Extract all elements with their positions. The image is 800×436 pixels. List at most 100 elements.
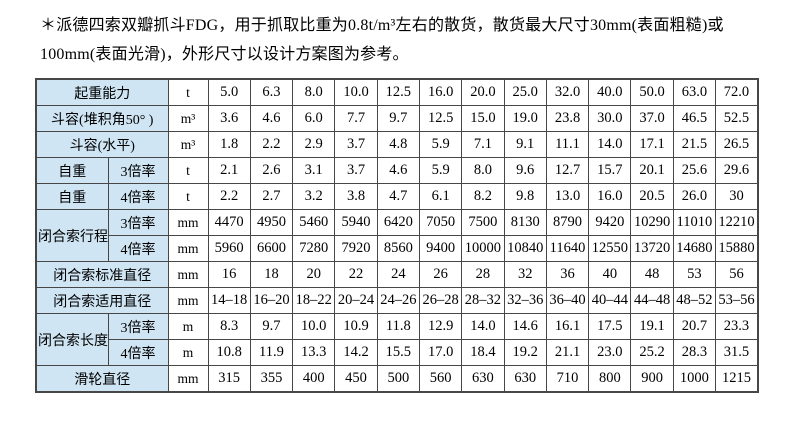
value-cell: 11010	[672, 209, 717, 236]
unit-cell: m	[167, 339, 209, 366]
value-cell: 53–56	[715, 287, 759, 314]
value-cell: 9.1	[503, 131, 547, 158]
value-cell: 6.3	[249, 78, 294, 106]
row-label: 闭合索适用直径	[35, 287, 169, 314]
value-cell: 560	[418, 365, 463, 393]
value-cell: 6.1	[418, 183, 463, 210]
value-cell: 13.0	[545, 183, 590, 210]
table-row: 闭合索长度 3倍率 m 8.3 9.7 10.0 10.9 11.8 12.9 14.0 14.6 1…	[35, 313, 759, 366]
value-cell: 40.0	[588, 78, 632, 106]
value-cell: 10.0	[334, 78, 378, 106]
table-row: 闭合索标准直径 mm 16 18 20 22 24 26 28 32 36 40 48 53 56	[35, 261, 759, 288]
value-cell: 450	[334, 365, 378, 393]
value-cell: 40	[588, 261, 632, 288]
value-cell: 400	[292, 365, 336, 393]
value-cell: 12210	[715, 209, 759, 236]
table-row: 闭合索行程 3倍率 mm 4470 4950 5460 5940 6420 7050 7500 81…	[35, 209, 759, 262]
value-cell: 44–48	[630, 287, 674, 314]
row-label: 闭合索行程	[35, 209, 109, 262]
value-cell: 6600	[249, 235, 294, 262]
value-cell: 6420	[376, 209, 420, 236]
value-cell: 24	[376, 261, 420, 288]
value-cell: 14680	[672, 235, 717, 262]
table-row: 斗容(堆积角50° ) m³ 3.6 4.6 6.0 7.7 9.7 12.5 15.0 19.0…	[35, 105, 759, 132]
value-cell: 23.3	[715, 313, 759, 340]
value-cell: 23.0	[588, 339, 632, 366]
value-cell: 16	[207, 261, 251, 288]
table-row: 自重 3倍率 t 2.1 2.6 3.1 3.7 4.6 5.9 8.0 9.6 12.7 15.7 20…	[35, 157, 759, 184]
unit-cell: mm	[167, 287, 209, 314]
value-cell: 15880	[715, 235, 759, 262]
value-cell: 56	[715, 261, 759, 288]
value-cell: 18.4	[461, 339, 505, 366]
value-cell: 15.0	[461, 105, 505, 132]
value-cell: 25.6	[672, 157, 717, 184]
value-cell: 17.1	[630, 131, 674, 158]
value-cell: 4470	[207, 209, 251, 236]
value-cell: 8560	[376, 235, 420, 262]
value-cell: 3.1	[292, 157, 336, 184]
value-cell: 14.6	[503, 313, 547, 340]
value-cell: 8790	[545, 209, 590, 236]
value-cell: 17.0	[418, 339, 463, 366]
value-cell: 7050	[418, 209, 463, 236]
value-cell: 710	[545, 365, 590, 393]
value-cell: 1000	[672, 365, 717, 393]
value-cell: 800	[588, 365, 632, 393]
value-cell: 25.2	[630, 339, 674, 366]
value-cell: 21.1	[545, 339, 590, 366]
value-cell: 12.5	[418, 105, 463, 132]
value-cell: 5940	[334, 209, 378, 236]
value-cell: 7500	[461, 209, 505, 236]
value-cell: 9.8	[503, 183, 547, 210]
value-cell: 63.0	[672, 78, 717, 106]
row-label: 斗容(堆积角50° )	[35, 105, 169, 132]
row-label: 滑轮直径	[35, 365, 169, 393]
value-cell: 3.2	[292, 183, 336, 210]
value-cell: 12.9	[418, 313, 463, 340]
row-label: 自重	[35, 183, 109, 210]
value-cell: 9.6	[503, 157, 547, 184]
unit-cell: mm	[167, 261, 209, 288]
value-cell: 20–24	[334, 287, 378, 314]
row-sublabel: 3倍率	[107, 209, 169, 236]
value-cell: 12.5	[376, 78, 420, 106]
value-cell: 20.0	[461, 78, 505, 106]
value-cell: 17.5	[588, 313, 632, 340]
unit-cell: m³	[167, 105, 209, 132]
value-cell: 5.9	[418, 131, 463, 158]
value-cell: 19.1	[630, 313, 674, 340]
value-cell: 2.2	[249, 131, 294, 158]
value-cell: 21.5	[672, 131, 717, 158]
value-cell: 16.0	[588, 183, 632, 210]
value-cell: 12550	[588, 235, 632, 262]
row-sublabel: 3倍率	[107, 157, 169, 184]
value-cell: 53	[672, 261, 717, 288]
value-cell: 6.0	[292, 105, 336, 132]
value-cell: 4950	[249, 209, 294, 236]
value-cell: 2.6	[249, 157, 294, 184]
value-cell: 11.8	[376, 313, 420, 340]
value-cell: 15.5	[376, 339, 420, 366]
value-cell: 20.7	[672, 313, 717, 340]
value-cell: 30	[715, 183, 759, 210]
table-row: 闭合索适用直径 mm 14–18 16–20 18–22 20–24 24–26 26–28 2…	[35, 287, 759, 314]
value-cell: 30.0	[588, 105, 632, 132]
value-cell: 9.7	[376, 105, 420, 132]
unit-cell: mm	[167, 209, 209, 236]
value-cell: 8.2	[461, 183, 505, 210]
value-cell: 10.0	[292, 313, 336, 340]
value-cell: 19.2	[503, 339, 547, 366]
spec-table: 起重能力 t 5.0 6.3 8.0 10.0 12.5 16.0 20.0 25.0 32.0 40…	[35, 78, 759, 393]
value-cell: 32–36	[503, 287, 547, 314]
value-cell: 37.0	[630, 105, 674, 132]
value-cell: 26–28	[418, 287, 463, 314]
value-cell: 355	[249, 365, 294, 393]
row-sublabel: 4倍率	[107, 183, 169, 210]
value-cell: 28	[461, 261, 505, 288]
table-row: 4倍率 mm 5960 6600 7280 7920 8560 9400 10000 10840 1…	[36, 235, 759, 262]
value-cell: 52.5	[715, 105, 759, 132]
value-cell: 4.8	[376, 131, 420, 158]
value-cell: 16.1	[545, 313, 590, 340]
value-cell: 13.3	[292, 339, 336, 366]
